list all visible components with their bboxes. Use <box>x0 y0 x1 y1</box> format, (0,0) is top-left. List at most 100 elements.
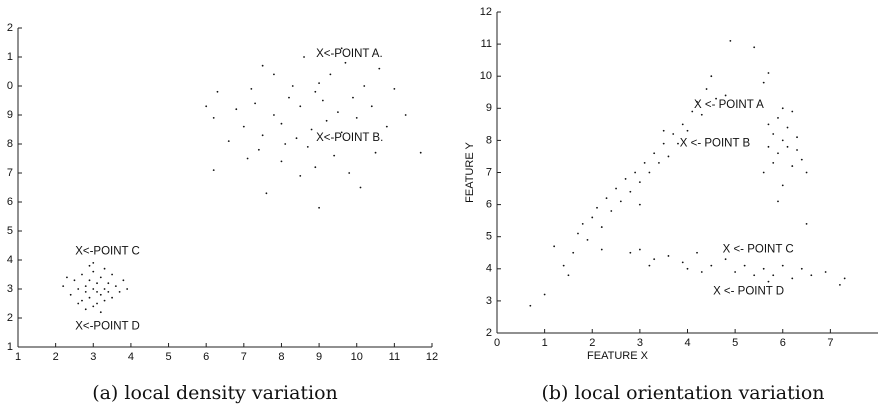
point <box>242 125 245 128</box>
point <box>710 264 713 267</box>
point <box>581 222 584 225</box>
point <box>404 114 407 116</box>
point <box>596 206 598 209</box>
y-tick-label: 3 <box>486 295 492 307</box>
point <box>624 178 627 180</box>
point <box>344 61 347 64</box>
point <box>800 267 803 270</box>
point <box>796 149 798 151</box>
point <box>648 264 651 267</box>
point <box>299 105 302 108</box>
point <box>280 122 283 125</box>
point <box>734 271 737 273</box>
point <box>839 283 841 286</box>
point <box>103 299 106 302</box>
point <box>667 255 670 257</box>
point <box>107 291 110 293</box>
point <box>359 186 362 189</box>
point <box>321 99 324 102</box>
x-tick-label: 7 <box>241 351 247 363</box>
point <box>337 111 339 113</box>
point <box>340 131 343 134</box>
point <box>348 172 351 174</box>
x-tick-label: 9 <box>316 351 322 363</box>
caption: (b) local orientation variation <box>541 382 824 404</box>
x-tick-label: 4 <box>684 337 690 349</box>
y-tick-label: 8 <box>7 138 13 150</box>
point <box>92 262 95 264</box>
point <box>662 129 665 132</box>
point <box>81 273 83 276</box>
point <box>577 232 579 235</box>
point <box>378 67 381 70</box>
point <box>796 136 798 139</box>
point <box>638 203 641 206</box>
point <box>254 102 257 105</box>
x-tick-label: 6 <box>780 337 786 349</box>
y-tick-label: 9 <box>7 109 13 121</box>
point <box>781 264 784 267</box>
point <box>700 113 703 116</box>
point <box>529 304 532 307</box>
point <box>762 81 765 84</box>
point <box>284 143 287 145</box>
point <box>92 288 95 290</box>
y-tick-label: 10 <box>480 70 492 82</box>
point <box>227 140 230 143</box>
y-tick-label: 0 <box>7 80 13 92</box>
point <box>658 161 660 164</box>
annotation: X<-POINT B. <box>316 132 383 144</box>
point <box>111 296 113 299</box>
point <box>634 171 637 174</box>
point <box>69 293 72 296</box>
y-tick-label: 9 <box>486 102 492 114</box>
point <box>295 137 298 140</box>
point <box>543 293 546 296</box>
point <box>318 206 320 209</box>
point <box>205 105 208 108</box>
point <box>77 288 80 290</box>
point <box>762 171 765 174</box>
point <box>81 299 83 302</box>
point <box>246 157 249 160</box>
point <box>310 128 313 131</box>
annotation: X<-POINT D <box>75 321 140 333</box>
x-tick-label: 10 <box>351 351 363 363</box>
point <box>363 85 366 87</box>
x-axis-label: FEATURE X <box>587 350 649 362</box>
x-tick-label: 12 <box>426 351 438 363</box>
point <box>562 264 565 267</box>
point <box>743 264 746 267</box>
point <box>691 110 694 113</box>
x-tick-label: 1 <box>542 337 548 349</box>
point <box>99 293 102 296</box>
x-tick-label: 3 <box>637 337 643 349</box>
x-tick-label: 6 <box>203 351 209 363</box>
point <box>753 46 756 49</box>
point <box>605 197 608 200</box>
point <box>638 181 641 184</box>
point <box>610 210 613 212</box>
y-tick-label: 4 <box>7 254 13 266</box>
point <box>777 200 779 203</box>
y-tick-label: 12 <box>480 6 492 18</box>
annotation: X <- POINT A <box>694 99 764 111</box>
point <box>762 267 765 270</box>
point <box>352 96 354 99</box>
point <box>724 94 727 97</box>
point <box>572 251 575 254</box>
point <box>791 277 794 280</box>
annotation: X<-POINT C <box>75 245 140 257</box>
point <box>84 285 87 287</box>
point <box>648 171 651 174</box>
point <box>700 271 703 273</box>
y-tick-label: 2 <box>7 312 13 324</box>
point <box>103 267 106 270</box>
point <box>777 117 779 119</box>
y-tick-label: 5 <box>7 225 13 237</box>
point <box>638 248 641 251</box>
y-tick-label: 1 <box>7 341 13 353</box>
point <box>786 126 789 129</box>
point <box>800 158 803 161</box>
